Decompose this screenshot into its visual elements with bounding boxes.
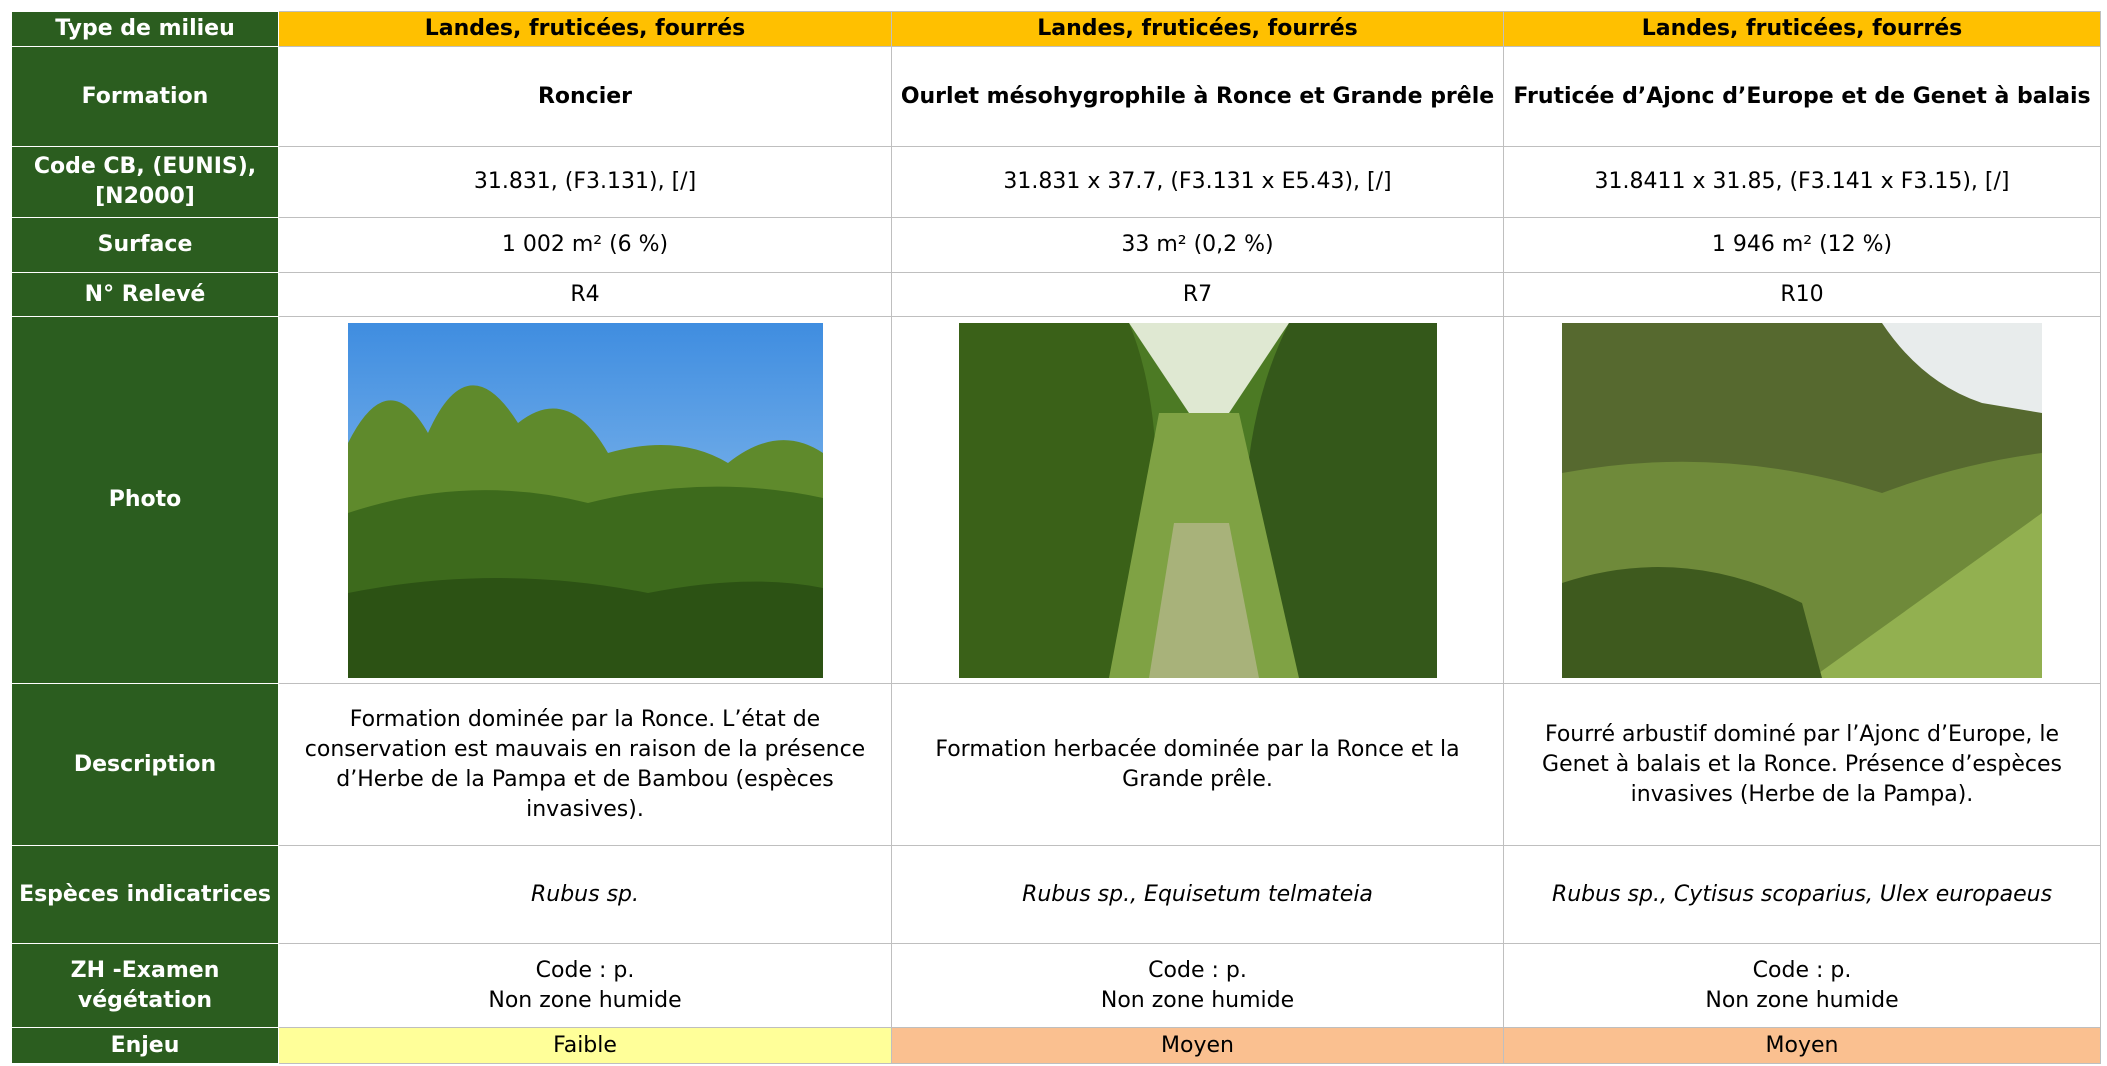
cell: R7 [891,272,1504,317]
cell: Fourré arbustif dominé par l’Ajonc d’Eur… [1503,683,2101,846]
cell: 1 002 m² (6 %) [278,217,892,273]
zh-status: Non zone humide [1705,987,1899,1013]
photo [958,322,1437,678]
zh-code: Code : p. [535,957,635,983]
zh-status: Non zone humide [488,987,682,1013]
zh-code: Code : p. [1752,957,1852,983]
cell: 1 946 m² (12 %) [1503,217,2101,273]
row-header: Espèces indicatrices [11,845,279,944]
cell: 33 m² (0,2 %) [891,217,1504,273]
cell: Code : p. Non zone humide [891,943,1504,1028]
row-header: Formation [11,46,279,147]
cell: Ourlet mésohygrophile à Ronce et Grande … [891,46,1504,147]
cell: 31.831 x 37.7, (F3.131 x E5.43), [/] [891,146,1504,218]
row-header: Description [11,683,279,846]
row-header: Surface [11,217,279,273]
photo-cell [278,316,892,684]
cell: Rubus sp., Cytisus scoparius, Ulex europ… [1503,845,2101,944]
row-header: N° Relevé [11,272,279,317]
cell: R10 [1503,272,2101,317]
row-header: ZH -Examen végétation [11,943,279,1028]
row: Photo [11,316,2101,684]
row-header: Type de milieu [11,11,279,47]
cell: Code : p. Non zone humide [1503,943,2101,1028]
cell: Code : p. Non zone humide [278,943,892,1028]
row: Enjeu Faible Moyen Moyen [11,1027,2101,1064]
row: Type de milieu Landes, fruticées, fourré… [11,11,2101,47]
row: Code CB, (EUNIS), [N2000] 31.831, (F3.13… [11,146,2101,218]
row-header: Enjeu [11,1027,279,1064]
cell: R4 [278,272,892,317]
cell: 31.8411 x 31.85, (F3.141 x F3.15), [/] [1503,146,2101,218]
photo [1562,322,2042,678]
habitat-table: Type de milieu Landes, fruticées, fourré… [11,11,2101,1064]
cell: Formation herbacée dominée par la Ronce … [891,683,1504,846]
cell: Rubus sp., Equisetum telmateia [891,845,1504,944]
row: Formation Roncier Ourlet mésohygrophile … [11,46,2101,147]
cell: Moyen [891,1027,1504,1064]
cell: Faible [278,1027,892,1064]
cell: Rubus sp. [278,845,892,944]
row: ZH -Examen végétation Code : p. Non zone … [11,943,2101,1028]
cell: Roncier [278,46,892,147]
row: Description Formation dominée par la Ron… [11,683,2101,846]
cell: Moyen [1503,1027,2101,1064]
row-header: Code CB, (EUNIS), [N2000] [11,146,279,218]
cell: Formation dominée par la Ronce. L’état d… [278,683,892,846]
photo-cell [891,316,1504,684]
cell: Fruticée d’Ajonc d’Europe et de Genet à … [1503,46,2101,147]
row: N° Relevé R4 R7 R10 [11,272,2101,317]
cell: Landes, fruticées, fourrés [278,11,892,47]
zh-code: Code : p. [1148,957,1247,983]
cell: Landes, fruticées, fourrés [1503,11,2101,47]
cell: 31.831, (F3.131), [/] [278,146,892,218]
row: Surface 1 002 m² (6 %) 33 m² (0,2 %) 1 9… [11,217,2101,273]
row-header: Photo [11,316,279,684]
photo-cell [1503,316,2101,684]
zh-status: Non zone humide [1100,987,1295,1013]
photo [347,322,823,678]
row: Espèces indicatrices Rubus sp. Rubus sp.… [11,845,2101,944]
cell: Landes, fruticées, fourrés [891,11,1504,47]
